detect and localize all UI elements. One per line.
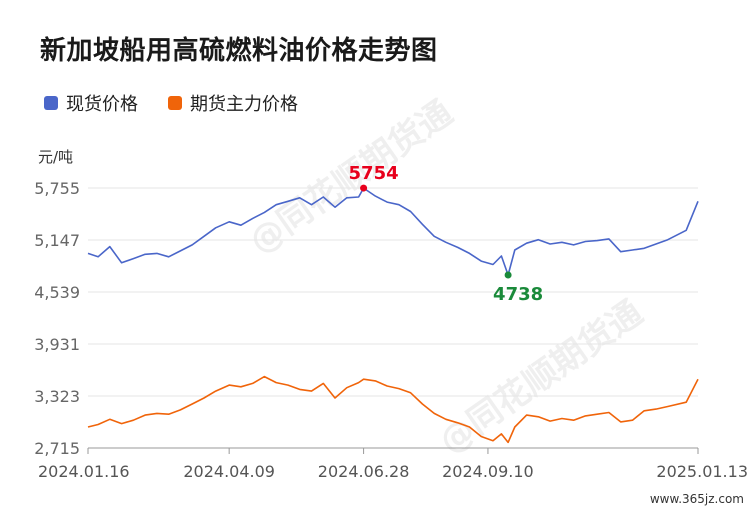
x-tick-label: 2024.01.16	[38, 462, 130, 481]
y-tick-label: 5,147	[34, 231, 80, 250]
legend-label-futures: 期货主力价格	[190, 94, 298, 115]
x-tick-label: 2024.06.28	[318, 462, 410, 481]
y-tick-label: 5,755	[34, 179, 80, 198]
x-tick-label: 2025.01.13	[656, 462, 748, 481]
y-tick-label: 2,715	[34, 439, 80, 458]
max-point-marker	[360, 184, 368, 192]
y-tick-label: 3,931	[34, 335, 80, 354]
series-line-spot	[87, 187, 699, 276]
legend-label-spot: 现货价格	[66, 94, 138, 115]
x-tick-label: 2024.09.10	[442, 462, 534, 481]
y-tick-label: 4,539	[34, 283, 80, 302]
y-tick-label: 3,323	[34, 387, 80, 406]
legend-swatch-futures	[168, 96, 182, 110]
legend-swatch-spot	[44, 96, 58, 110]
y-axis-unit: 元/吨	[38, 148, 74, 166]
legend-item-futures[interactable]: 期货主力价格	[168, 90, 298, 116]
x-tick-label: 2024.04.09	[183, 462, 275, 481]
chart-legend: 现货价格 期货主力价格	[44, 90, 298, 116]
page-title: 新加坡船用高硫燃料油价格走势图	[40, 36, 438, 66]
footer-site: www.365jz.com	[649, 492, 744, 506]
legend-item-spot[interactable]: 现货价格	[44, 90, 138, 116]
min-point-marker	[504, 271, 512, 279]
min-point-label: 4738	[493, 284, 543, 305]
max-point-label: 5754	[349, 163, 399, 184]
series-line-futures	[87, 375, 699, 444]
